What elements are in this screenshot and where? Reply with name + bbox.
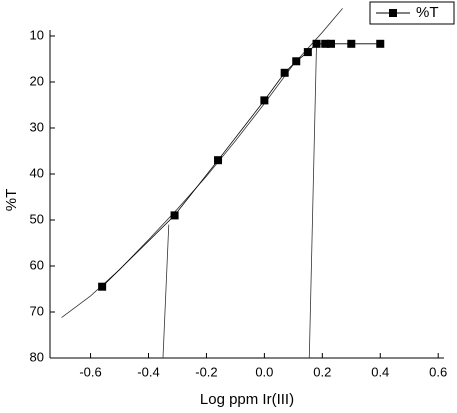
x-tick-label: -0.2 <box>195 364 217 379</box>
point <box>260 96 269 105</box>
point <box>303 48 312 57</box>
x-tick-label: 0.2 <box>313 364 331 379</box>
y-tick-label: 10 <box>30 27 44 42</box>
y-tick-label: 60 <box>30 257 44 272</box>
y-tick-label: 20 <box>30 73 44 88</box>
y-tick-label: 80 <box>30 349 44 364</box>
y-tick-label: 70 <box>30 303 44 318</box>
point <box>312 39 321 48</box>
y-tick-label: 30 <box>30 119 44 134</box>
x-tick-label: -0.6 <box>79 364 101 379</box>
point <box>321 39 330 48</box>
point <box>280 68 289 77</box>
fit-line <box>61 8 343 318</box>
x-axis-label: Log ppm Ir(III) <box>200 391 294 408</box>
y-axis-label: %T <box>3 189 20 212</box>
x-tick-label: 0.0 <box>255 364 273 379</box>
point <box>376 39 385 48</box>
point <box>292 57 301 66</box>
point <box>98 282 107 291</box>
fit-line <box>162 224 170 359</box>
point <box>214 156 223 165</box>
y-tick-label: 40 <box>30 165 44 180</box>
y-tick-label: 50 <box>30 211 44 226</box>
legend-label: %T <box>416 4 439 21</box>
legend-marker <box>389 9 397 17</box>
point <box>170 211 179 220</box>
legend-box <box>369 1 455 25</box>
series-line <box>101 43 381 287</box>
x-tick-label: 0.6 <box>429 364 447 379</box>
x-tick-label: -0.4 <box>137 364 159 379</box>
x-tick-label: 0.4 <box>371 364 389 379</box>
point <box>327 39 336 48</box>
fit-line <box>308 43 317 359</box>
point <box>347 39 356 48</box>
